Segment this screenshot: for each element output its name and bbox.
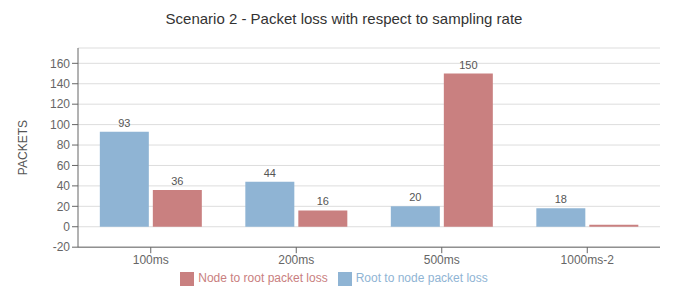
svg-text:500ms: 500ms bbox=[424, 253, 460, 267]
svg-text:100: 100 bbox=[50, 118, 70, 132]
html-text:Root to node packet loss: Root to node packet loss bbox=[355, 271, 488, 286]
svg-text:100ms: 100ms bbox=[133, 253, 169, 267]
svg-text:44: 44 bbox=[264, 167, 276, 179]
svg-text:1000ms-2: 1000ms-2 bbox=[561, 253, 615, 267]
svg-text:60: 60 bbox=[57, 159, 71, 173]
svg-text:150: 150 bbox=[459, 59, 477, 71]
svg-text:18: 18 bbox=[555, 193, 567, 205]
svg-text:36: 36 bbox=[171, 175, 183, 187]
svg-text:120: 120 bbox=[50, 97, 70, 111]
svg-text:140: 140 bbox=[50, 77, 70, 91]
svg-text:40: 40 bbox=[57, 179, 71, 193]
svg-text:20: 20 bbox=[57, 200, 71, 214]
html-text:Node to root packet loss: Node to root packet loss bbox=[198, 271, 328, 286]
svg-text:PACKETS: PACKETS bbox=[16, 120, 30, 175]
html-text:Scenario 2 - Packet loss with: Scenario 2 - Packet loss with respect to… bbox=[165, 10, 523, 27]
svg-text:160: 160 bbox=[50, 57, 70, 71]
svg-text:20: 20 bbox=[409, 191, 421, 203]
svg-text:93: 93 bbox=[118, 117, 130, 129]
svg-text:80: 80 bbox=[57, 138, 71, 152]
svg-text:16: 16 bbox=[317, 195, 329, 207]
svg-text:0: 0 bbox=[63, 220, 70, 234]
svg-text:200ms: 200ms bbox=[278, 253, 314, 267]
svg-text:-20: -20 bbox=[53, 240, 71, 254]
